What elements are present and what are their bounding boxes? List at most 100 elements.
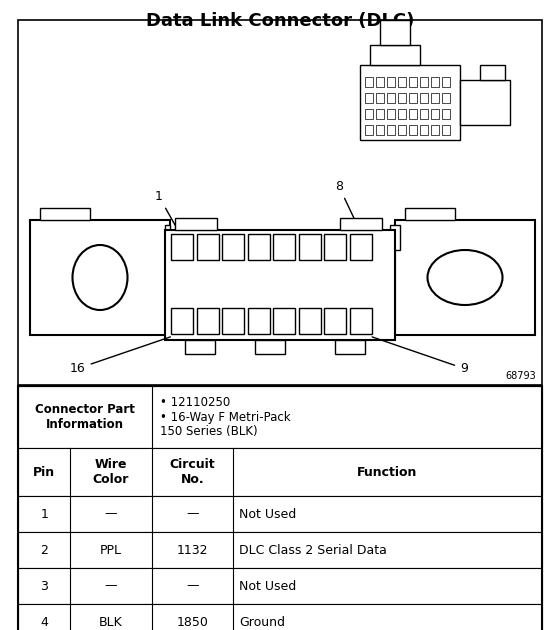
Bar — [365, 125, 373, 135]
Bar — [420, 125, 428, 135]
Text: 4: 4 — [40, 616, 48, 629]
Bar — [398, 77, 406, 87]
Bar — [420, 77, 428, 87]
Text: 1: 1 — [155, 190, 178, 229]
Bar — [30, 220, 170, 335]
Bar — [340, 218, 382, 230]
Bar — [442, 93, 450, 103]
Bar — [18, 386, 542, 448]
Bar — [349, 234, 371, 260]
Text: 1132: 1132 — [176, 544, 208, 556]
Text: Connector Part
Information: Connector Part Information — [35, 403, 135, 431]
Bar — [387, 109, 395, 119]
Bar — [405, 208, 455, 220]
Bar — [40, 208, 90, 220]
Bar — [18, 448, 542, 496]
Bar — [409, 77, 417, 87]
Bar — [171, 234, 193, 260]
Text: 1850: 1850 — [176, 616, 208, 629]
Ellipse shape — [72, 245, 128, 310]
Bar — [380, 20, 410, 45]
Bar — [324, 308, 346, 334]
Text: Not Used: Not Used — [239, 508, 296, 520]
Text: Circuit
No.: Circuit No. — [170, 458, 215, 486]
Bar — [442, 125, 450, 135]
Bar — [248, 234, 269, 260]
Text: PPL: PPL — [100, 544, 122, 556]
Bar — [395, 220, 535, 335]
Bar — [222, 234, 244, 260]
Bar — [197, 308, 218, 334]
Text: Wire
Color: Wire Color — [93, 458, 129, 486]
Text: —: — — [186, 508, 198, 520]
Bar — [431, 77, 439, 87]
Text: Data Link Connector (DLC): Data Link Connector (DLC) — [146, 12, 414, 30]
Text: 68793: 68793 — [505, 371, 536, 381]
Text: Function: Function — [357, 466, 418, 479]
Bar — [376, 109, 384, 119]
Bar — [387, 77, 395, 87]
Text: BLK: BLK — [99, 616, 123, 629]
Bar — [365, 93, 373, 103]
Bar — [197, 234, 218, 260]
Text: Not Used: Not Used — [239, 580, 296, 592]
Bar — [18, 532, 542, 568]
Bar — [18, 20, 542, 385]
Bar — [376, 93, 384, 103]
Bar — [442, 77, 450, 87]
Text: 1: 1 — [40, 508, 48, 520]
Text: 2: 2 — [40, 544, 48, 556]
Bar — [409, 93, 417, 103]
Bar — [324, 234, 346, 260]
Bar — [390, 225, 400, 250]
Bar — [409, 109, 417, 119]
Text: • 12110250
• 16-Way F Metri-Pack
150 Series (BLK): • 12110250 • 16-Way F Metri-Pack 150 Ser… — [160, 396, 290, 438]
Bar — [398, 109, 406, 119]
Bar — [480, 65, 505, 80]
Bar — [185, 340, 215, 354]
Text: —: — — [186, 580, 198, 592]
Bar — [420, 109, 428, 119]
Text: —: — — [105, 508, 117, 520]
Bar — [431, 125, 439, 135]
Bar — [248, 308, 269, 334]
Bar — [335, 340, 365, 354]
Bar — [165, 230, 395, 340]
Bar — [420, 93, 428, 103]
Ellipse shape — [427, 250, 502, 305]
Bar — [298, 234, 320, 260]
Bar — [460, 80, 510, 125]
Bar — [175, 218, 217, 230]
Text: DLC Class 2 Serial Data: DLC Class 2 Serial Data — [239, 544, 387, 556]
Bar — [431, 93, 439, 103]
Bar — [370, 45, 420, 65]
Bar — [273, 308, 295, 334]
Bar — [398, 93, 406, 103]
Bar — [387, 125, 395, 135]
Text: 9: 9 — [372, 337, 468, 375]
Bar — [387, 93, 395, 103]
Text: 8: 8 — [335, 180, 360, 229]
Bar — [298, 308, 320, 334]
Bar — [442, 109, 450, 119]
Text: Pin: Pin — [33, 466, 55, 479]
Bar — [431, 109, 439, 119]
Bar — [165, 225, 170, 250]
Bar — [273, 234, 295, 260]
Text: —: — — [105, 580, 117, 592]
Bar — [398, 125, 406, 135]
Bar — [255, 340, 285, 354]
Bar — [18, 496, 542, 532]
Bar — [18, 386, 542, 630]
Bar — [365, 109, 373, 119]
Bar — [365, 77, 373, 87]
Bar — [18, 568, 542, 604]
Bar — [18, 604, 542, 630]
Text: 3: 3 — [40, 580, 48, 592]
Bar — [360, 65, 460, 140]
Text: Ground: Ground — [239, 616, 285, 629]
Bar — [171, 308, 193, 334]
Text: 16: 16 — [70, 337, 170, 375]
Bar — [376, 77, 384, 87]
Bar — [222, 308, 244, 334]
